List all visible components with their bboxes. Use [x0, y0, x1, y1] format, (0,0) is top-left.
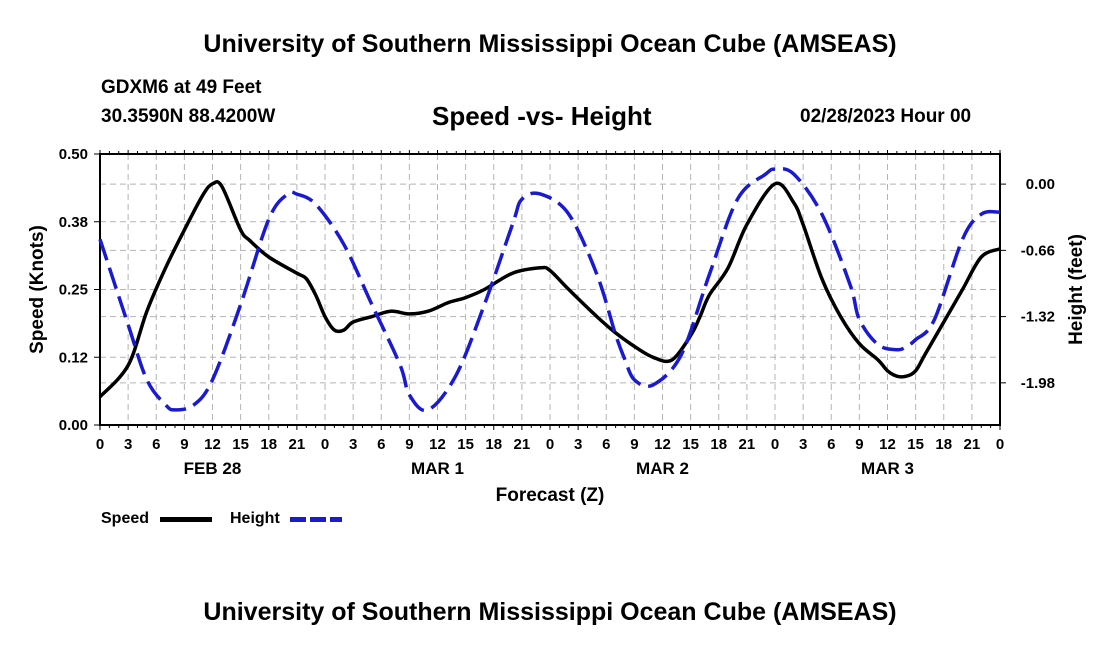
x-tick-label: 21: [514, 436, 531, 453]
y2-tick-label: -1.98: [1021, 375, 1055, 392]
date-label: FEB 28: [184, 459, 242, 478]
forecast-datetime: 02/28/2023 Hour 00: [800, 106, 972, 127]
x-tick-label: 9: [180, 436, 188, 453]
x-tick-label: 18: [710, 436, 727, 453]
x-tick-label: 21: [964, 436, 981, 453]
speed-series-line: [98, 180, 1001, 399]
chart-subtitle: Speed -vs- Height: [432, 101, 652, 131]
legend-height-swatch: [290, 517, 342, 522]
x-tick-label: 15: [907, 436, 924, 453]
x-tick-label: 9: [855, 436, 863, 453]
x-axis-title: Forecast (Z): [496, 485, 605, 506]
x-tick-label: 3: [799, 436, 807, 453]
y-tick-label: 0.12: [59, 349, 88, 366]
x-tick-label: 3: [124, 436, 132, 453]
coordinates-label: 30.3590N 88.4200W: [101, 106, 276, 127]
bottom-title: University of Southern Mississippi Ocean…: [203, 598, 897, 626]
x-tick-label: 15: [682, 436, 699, 453]
x-tick-label: 15: [457, 436, 474, 453]
x-tick-label: 9: [630, 436, 638, 453]
x-tick-label: 12: [654, 436, 671, 453]
x-tick-label: 18: [485, 436, 502, 453]
x-tick-label: 3: [349, 436, 357, 453]
x-tick-label: 12: [879, 436, 896, 453]
x-tick-label: 6: [827, 436, 835, 453]
x-tick-label: 18: [935, 436, 952, 453]
x-tick-label: 0: [321, 436, 329, 453]
legend-height-label: Height: [230, 510, 280, 527]
y-tick-label: 0.25: [59, 282, 88, 299]
x-tick-label: 0: [96, 436, 104, 453]
x-tick-label: 0: [996, 436, 1004, 453]
x-tick-label: 18: [260, 436, 277, 453]
legend-speed-label: Speed: [101, 510, 150, 527]
x-tick-label: 0: [771, 436, 779, 453]
y2-tick-label: -0.66: [1021, 242, 1055, 259]
x-tick-label: 12: [204, 436, 221, 453]
x-tick-label: 9: [405, 436, 413, 453]
y2-tick-label: -1.32: [1021, 309, 1055, 326]
y2-tick-label: 0.00: [1026, 176, 1055, 193]
x-tick-label: 3: [574, 436, 582, 453]
y-tick-label: 0.00: [59, 417, 88, 434]
x-tick-label: 0: [546, 436, 554, 453]
date-label: MAR 2: [636, 459, 689, 478]
x-tick-label: 21: [739, 436, 756, 453]
x-tick-label: 6: [602, 436, 610, 453]
plot-frame: [99, 153, 1001, 426]
y-axis-title: Speed (Knots): [27, 225, 48, 354]
date-label: MAR 3: [861, 459, 914, 478]
y-tick-label: 0.38: [59, 214, 88, 231]
x-tick-label: 21: [289, 436, 306, 453]
x-tick-label: 12: [429, 436, 446, 453]
x-tick-label: 15: [232, 436, 249, 453]
station-label: GDXM6 at 49 Feet: [101, 77, 262, 98]
x-tick-label: 6: [377, 436, 385, 453]
top-title: University of Southern Mississippi Ocean…: [203, 30, 897, 58]
y-tick-label: 0.50: [59, 146, 88, 163]
x-tick-label: 6: [152, 436, 160, 453]
date-label: MAR 1: [411, 459, 464, 478]
legend-speed-swatch: [160, 517, 212, 522]
height-series-line: [98, 166, 1001, 413]
y2-axis-title: Height (feet): [1066, 234, 1087, 345]
